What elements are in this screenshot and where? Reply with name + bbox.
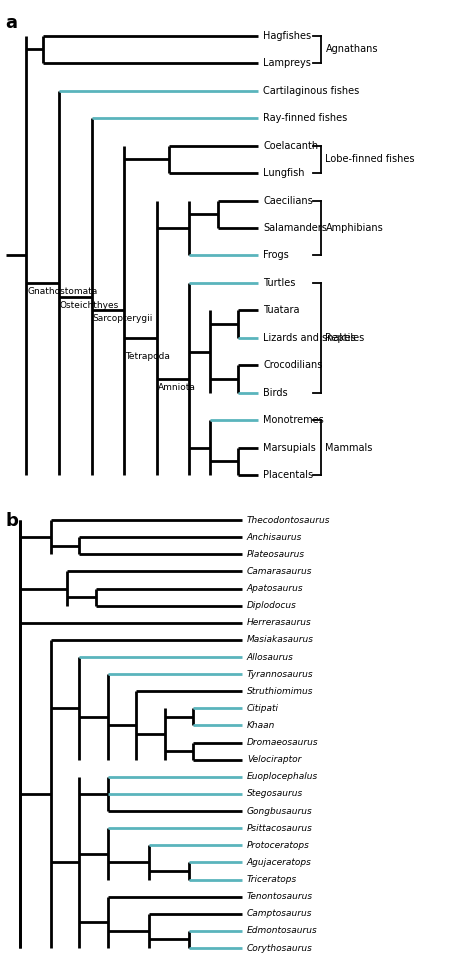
Text: Crocodilians: Crocodilians [263, 360, 323, 371]
Text: Hagfishes: Hagfishes [263, 31, 311, 40]
Text: b: b [5, 512, 18, 530]
Text: Anchisaurus: Anchisaurus [247, 533, 302, 541]
Text: Masiakasaurus: Masiakasaurus [247, 636, 314, 644]
Text: Cartilaginous fishes: Cartilaginous fishes [263, 85, 359, 96]
Text: Reptiles: Reptiles [326, 333, 365, 343]
Text: Gongbusaurus: Gongbusaurus [247, 806, 313, 816]
Text: Tenontosaurus: Tenontosaurus [247, 892, 313, 901]
Text: Thecodontosaurus: Thecodontosaurus [247, 516, 330, 524]
Text: Sarcopterygii: Sarcopterygii [92, 315, 153, 324]
Text: Placentals: Placentals [263, 470, 313, 480]
Text: Velociraptor: Velociraptor [247, 756, 301, 764]
Text: Agnathans: Agnathans [326, 44, 378, 55]
Text: Monotremes: Monotremes [263, 416, 324, 425]
Text: Salamanders: Salamanders [263, 223, 327, 233]
Text: Camarasaurus: Camarasaurus [247, 567, 312, 576]
Text: Corythosaurus: Corythosaurus [247, 944, 313, 952]
Text: Caecilians: Caecilians [263, 196, 313, 205]
Text: Coelacanth: Coelacanth [263, 140, 319, 151]
Text: Tyrannosaurus: Tyrannosaurus [247, 670, 314, 679]
Text: Plateosaurus: Plateosaurus [247, 550, 305, 559]
Text: Marsupials: Marsupials [263, 443, 316, 453]
Text: Khaan: Khaan [247, 721, 275, 730]
Text: Birds: Birds [263, 388, 288, 397]
Text: Agujaceratops: Agujaceratops [247, 858, 312, 867]
Text: Amniota: Amniota [157, 383, 195, 392]
Text: Struthiomimus: Struthiomimus [247, 686, 313, 696]
Text: Ray-finned fishes: Ray-finned fishes [263, 113, 347, 123]
Text: Frogs: Frogs [263, 251, 289, 260]
Text: Psittacosaurus: Psittacosaurus [247, 824, 313, 832]
Text: Apatosaurus: Apatosaurus [247, 584, 303, 593]
Text: Tetrapoda: Tetrapoda [125, 351, 170, 361]
Text: Mammals: Mammals [326, 443, 373, 453]
Text: Diplodocus: Diplodocus [247, 601, 297, 611]
Text: Edmontosaurus: Edmontosaurus [247, 926, 318, 935]
Text: Camptosaurus: Camptosaurus [247, 909, 312, 919]
Text: Lizards and snakes: Lizards and snakes [263, 333, 356, 343]
Text: Tuatara: Tuatara [263, 305, 300, 316]
Text: Euoplocephalus: Euoplocephalus [247, 773, 318, 781]
Text: Lungfish: Lungfish [263, 168, 305, 178]
Text: Osteichthyes: Osteichthyes [60, 300, 119, 310]
Text: a: a [6, 13, 18, 32]
Text: Dromaeosaurus: Dromaeosaurus [247, 738, 319, 747]
Text: Protoceratops: Protoceratops [247, 841, 310, 850]
Text: Amphibians: Amphibians [326, 223, 383, 233]
Text: Lobe-finned fishes: Lobe-finned fishes [326, 155, 415, 164]
Text: Turtles: Turtles [263, 277, 296, 288]
Text: Stegosaurus: Stegosaurus [247, 789, 303, 799]
Text: Allosaurus: Allosaurus [247, 653, 294, 661]
Text: Citipati: Citipati [247, 704, 279, 713]
Text: Herrerasaurus: Herrerasaurus [247, 618, 312, 627]
Text: Gnathostomata: Gnathostomata [27, 287, 98, 296]
Text: Lampreys: Lampreys [263, 59, 311, 68]
Text: Triceratops: Triceratops [247, 876, 297, 884]
